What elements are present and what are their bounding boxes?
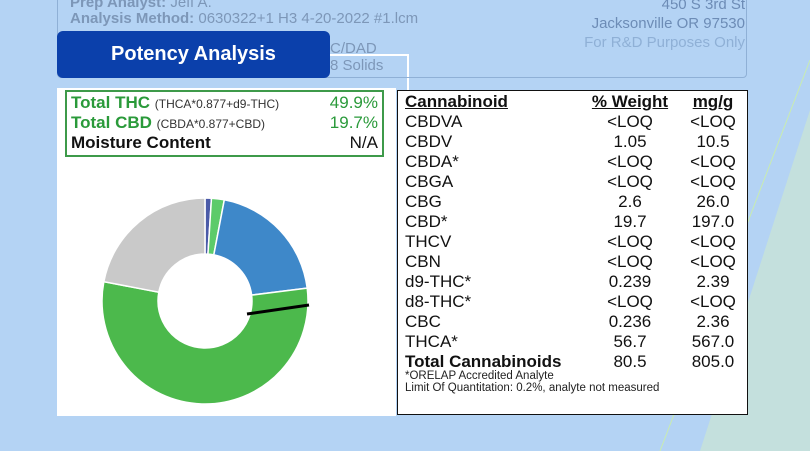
analyte-name: d8-THC* bbox=[405, 292, 472, 311]
header-partial: C/DAD bbox=[330, 40, 377, 57]
column-header: mg/g bbox=[692, 92, 734, 111]
analyte-name: CBC bbox=[405, 312, 441, 331]
analyte-value: 567.0 bbox=[691, 332, 735, 351]
summary-label: Moisture Content bbox=[71, 133, 211, 152]
donut-slice bbox=[101, 280, 309, 405]
analyte-value: 0.239 bbox=[608, 272, 652, 291]
analyte-name: Total Cannabinoids bbox=[405, 352, 562, 371]
left-panel bbox=[57, 88, 396, 416]
analyte-value: <LOQ bbox=[607, 112, 653, 131]
analyte-value: 2.39 bbox=[696, 272, 730, 291]
analyte-value: 26.0 bbox=[696, 192, 730, 211]
summary-formula: (THCA*0.877+d9-THC) bbox=[154, 97, 280, 111]
analyte-value: <LOQ bbox=[607, 152, 653, 171]
analyte-value: 805.0 bbox=[691, 352, 735, 371]
header-line: Prep Analyst: Jeff A. bbox=[70, 0, 212, 11]
note: For R&D Purposes Only bbox=[584, 34, 745, 51]
footnote: Limit Of Quantitation: 0.2%, analyte not… bbox=[405, 382, 660, 394]
analyte-value: 80.5 bbox=[613, 352, 647, 371]
connector bbox=[330, 54, 409, 90]
analyte-value: <LOQ bbox=[607, 172, 653, 191]
summary-label: Total THC bbox=[71, 93, 151, 112]
donut-slice bbox=[212, 198, 309, 296]
potency-table: Cannabinoid% Weight mg/g CBDVA <LOQ <LOQ CBDV… bbox=[397, 90, 748, 415]
analyte-name: d9-THC* bbox=[405, 272, 472, 291]
summary-row: Total CBD (CBDA*0.877+CBD) 19.7% bbox=[71, 113, 378, 133]
analyte-name: CBGA bbox=[405, 172, 454, 191]
donut-slice bbox=[102, 197, 206, 294]
header-partial: 8 Solids bbox=[330, 57, 384, 74]
analyte-name: CBDV bbox=[405, 132, 453, 151]
analyte-value: <LOQ bbox=[607, 232, 653, 251]
analyte-value: 0.236 bbox=[608, 312, 652, 331]
summary-box: Total THC (THCA*0.877+d9-THC) 49.9% Total … bbox=[65, 90, 384, 157]
analyte-value: <LOQ bbox=[607, 292, 653, 311]
banner: Potency Analysis bbox=[57, 31, 330, 78]
donut-chart bbox=[101, 197, 310, 405]
header-line: Analysis Method: 0630322+1 H3 4-20-2022 … bbox=[70, 10, 419, 27]
analyte-name: CBDA* bbox=[405, 152, 459, 171]
analyte-value: 2.36 bbox=[696, 312, 730, 331]
address: Jacksonville OR 97530 bbox=[591, 15, 745, 32]
analyte-value: 19.7 bbox=[613, 212, 647, 231]
summary-label: Total CBD bbox=[71, 113, 152, 132]
analyte-value: <LOQ bbox=[690, 112, 736, 131]
footnote: *ORELAP Accredited Analyte bbox=[405, 370, 554, 382]
column-header: Cannabinoid bbox=[405, 92, 508, 111]
analyte-value: <LOQ bbox=[690, 292, 736, 311]
analyte-name: CBDVA bbox=[405, 112, 463, 131]
address: 450 S 3rd St bbox=[661, 0, 745, 13]
summary-value: N/A bbox=[349, 133, 378, 152]
summary-value: 49.9% bbox=[329, 93, 378, 112]
analyte-value: 10.5 bbox=[696, 132, 730, 151]
analyte-value: 197.0 bbox=[691, 212, 735, 231]
column-header: % Weight bbox=[591, 92, 669, 111]
analyte-value: <LOQ bbox=[690, 252, 736, 271]
pointer bbox=[246, 303, 310, 316]
summary-row: Total THC (THCA*0.877+d9-THC) 49.9% bbox=[71, 93, 378, 113]
analyte-name: CBD* bbox=[405, 212, 448, 231]
summary-value: 19.7% bbox=[329, 113, 378, 132]
analyte-value: 2.6 bbox=[618, 192, 642, 211]
analyte-value: <LOQ bbox=[690, 172, 736, 191]
analyte-value: 1.05 bbox=[613, 132, 647, 151]
analyte-name: THCV bbox=[405, 232, 452, 251]
analyte-name: THCA* bbox=[405, 332, 458, 351]
analyte-name: CBG bbox=[405, 192, 442, 211]
analyte-value: 56.7 bbox=[613, 332, 647, 351]
analyte-name: CBN bbox=[405, 252, 441, 271]
analyte-value: <LOQ bbox=[690, 152, 736, 171]
analyte-value: <LOQ bbox=[607, 252, 653, 271]
summary-row: Moisture Content N/A bbox=[71, 133, 378, 153]
analyte-value: <LOQ bbox=[690, 232, 736, 251]
summary-formula: (CBDA*0.877+CBD) bbox=[156, 117, 266, 131]
